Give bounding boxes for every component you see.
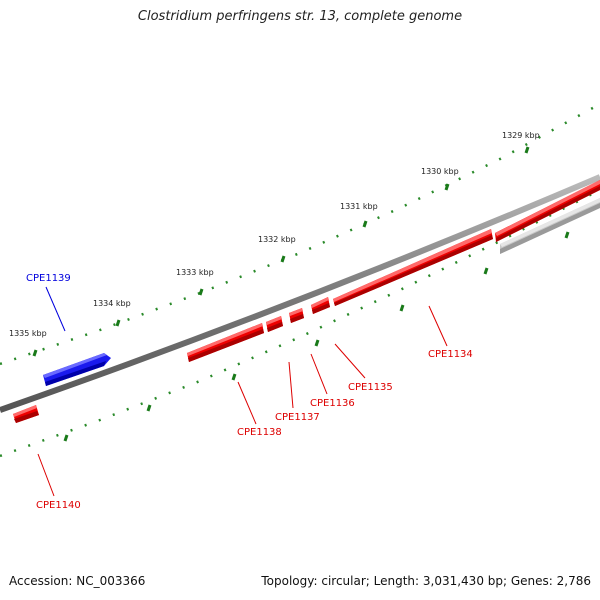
leader-line: [237, 381, 257, 425]
gene-label-cpe1140: CPE1140: [36, 500, 81, 511]
gene-label-cpe1137: CPE1137: [275, 412, 320, 423]
inner-major-tick: [399, 304, 405, 312]
major-tick: [280, 255, 286, 263]
topology-text: Topology: circular; Length: 3,031,430 bp…: [261, 574, 591, 588]
inner-major-tick: [231, 373, 237, 381]
gene-cpe1135[interactable]: [333, 229, 493, 306]
ruler-label: 1332 kbp: [258, 235, 296, 244]
leader-line: [288, 361, 294, 409]
ruler-label: 1330 kbp: [421, 167, 459, 176]
leader-line: [310, 353, 328, 395]
gene-cpe1134[interactable]: [495, 180, 600, 242]
ruler-label: 1329 kbp: [502, 131, 540, 140]
gene-cpe1138b[interactable]: [266, 316, 283, 332]
inner-major-tick: [146, 404, 152, 412]
major-ticks-inner: [63, 231, 570, 442]
major-tick: [115, 319, 121, 327]
gene-labels: CPE1134 CPE1135 CPE1136 CPE1137 CPE1138 …: [26, 273, 473, 511]
leader-line: [428, 305, 448, 347]
map-title: Clostridium perfringens str. 13, complet…: [137, 9, 463, 24]
leader-line: [334, 343, 366, 379]
inner-major-tick: [564, 231, 570, 239]
outer-tick-ring: [0, 102, 600, 366]
ruler-label: 1333 kbp: [176, 268, 214, 277]
ruler-label: 1335 kbp: [9, 329, 47, 338]
major-tick: [444, 183, 450, 191]
gene-cpe1137[interactable]: [289, 308, 304, 323]
gene-label-cpe1135: CPE1135: [348, 382, 393, 393]
leader-line: [37, 453, 55, 497]
major-tick: [524, 146, 530, 154]
accession-text: Accession: NC_003366: [9, 574, 146, 588]
inner-major-tick: [483, 267, 489, 275]
leader-line: [45, 286, 66, 332]
major-tick: [32, 349, 38, 357]
major-tick: [198, 288, 204, 296]
ruler-label: 1334 kbp: [93, 299, 131, 308]
major-ticks: [32, 146, 530, 357]
gene-label-cpe1134: CPE1134: [428, 349, 473, 360]
inner-major-tick: [314, 339, 320, 347]
gene-label-cpe1138: CPE1138: [237, 427, 282, 438]
ruler-labels: 1329 kbp 1330 kbp 1331 kbp 1332 kbp 1333…: [9, 131, 540, 338]
gray-feature: [500, 198, 600, 254]
gene-cpe1140[interactable]: [13, 405, 39, 423]
gene-cpe1136[interactable]: [311, 297, 330, 314]
major-tick: [362, 220, 368, 228]
gene-label-cpe1139: CPE1139: [26, 273, 71, 284]
leader-lines: [37, 286, 448, 497]
gene-cpe1138[interactable]: [187, 323, 264, 362]
genome-backbone: [0, 174, 600, 413]
inner-major-tick: [63, 434, 69, 442]
inner-tick-ring: [0, 188, 600, 458]
ruler-label: 1331 kbp: [340, 202, 378, 211]
gene-cpe1139[interactable]: [43, 353, 111, 386]
gene-label-cpe1136: CPE1136: [310, 398, 355, 409]
